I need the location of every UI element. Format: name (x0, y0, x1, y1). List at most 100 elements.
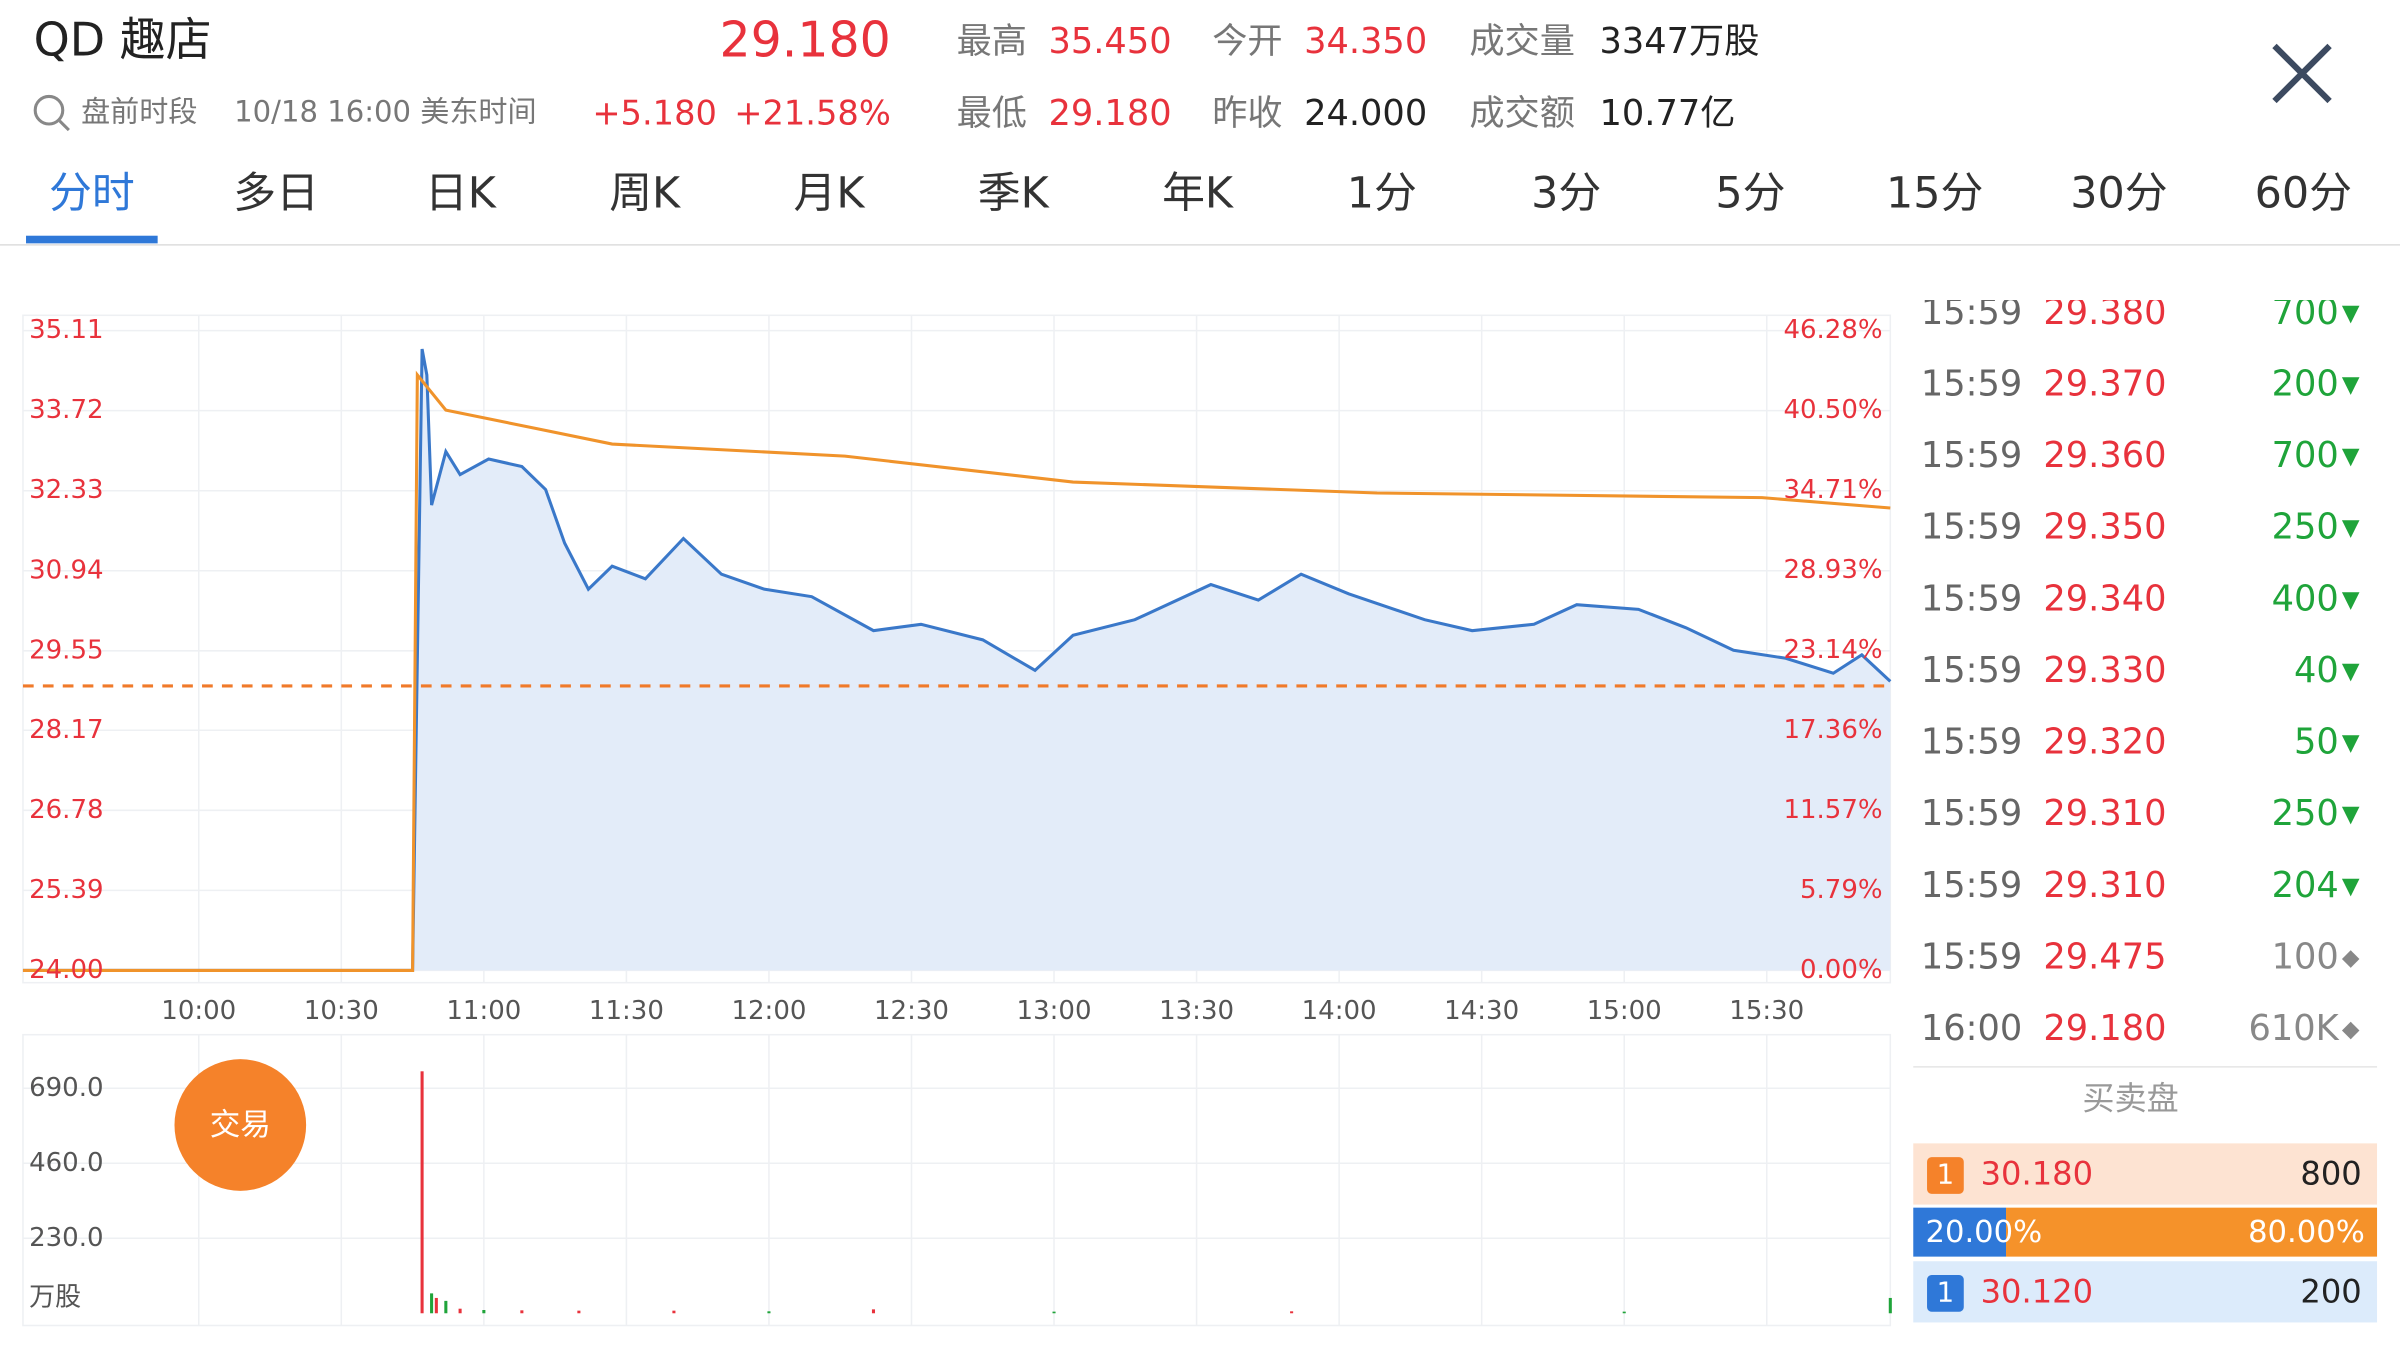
bid-row (1913, 1261, 2378, 1323)
y2-tick-label: 5.79% (1800, 875, 1883, 905)
stat-label: 最低 (957, 93, 1027, 134)
y-tick-label: 460.0 (29, 1148, 103, 1178)
trade-marker: ▼ (2342, 587, 2360, 613)
trade-volume: 250 (2272, 793, 2339, 834)
close-button[interactable] (2272, 43, 2332, 104)
search-icon[interactable] (33, 94, 65, 126)
trade-volume: 400 (2272, 578, 2339, 619)
volume-bar (434, 1297, 438, 1314)
order-book: 买卖盘 1 30.180 800 1 30.120 200 20.00% 80.00% (1913, 1080, 2378, 1323)
trade-price: 29.330 (2043, 650, 2166, 691)
bid-ratio-bar (1913, 1207, 2007, 1257)
x-tick-label: 12:30 (874, 996, 949, 1026)
bid-ratio-label: 20.00% (1926, 1215, 2043, 1250)
bid-price: 30.120 (1981, 1272, 2093, 1310)
y-tick-label: 25.39 (29, 875, 103, 905)
ask-ratio-label: 80.00% (2248, 1215, 2365, 1250)
x-tick-label: 11:30 (589, 996, 664, 1026)
tab[interactable]: 1分 (1347, 168, 1417, 218)
y2-tick-label: 28.93% (1783, 555, 1882, 585)
y-tick-label: 28.17 (29, 715, 103, 745)
trade-volume: 610K (2249, 1008, 2340, 1049)
tab[interactable]: 60分 (2255, 168, 2352, 218)
trade-price: 29.475 (2043, 936, 2166, 977)
tab[interactable]: 5分 (1715, 168, 1785, 218)
x-tick-label: 11:00 (446, 996, 521, 1026)
trade-marker: ▼ (2342, 300, 2360, 326)
volume-chart: 230.0 460.0 690.0 万股 (22, 1033, 1892, 1327)
x-tick-label: 14:30 (1444, 996, 1519, 1026)
trade-volume: 204 (2272, 865, 2339, 906)
stat-label: 成交额 (1469, 93, 1575, 134)
tab[interactable]: 3分 (1531, 168, 1601, 218)
trade-time: 15:59 (1921, 936, 2022, 977)
tab[interactable]: 月K (794, 168, 866, 218)
y2-tick-label: 11.57% (1783, 795, 1882, 825)
y2-tick-label: 17.36% (1783, 715, 1882, 745)
trade-volume: 700 (2272, 435, 2339, 476)
x-tick-label: 15:30 (1729, 996, 1804, 1026)
x-tick-label: 10:30 (304, 996, 379, 1026)
ask-price: 30.180 (1981, 1155, 2093, 1193)
x-tick-label: 12:00 (731, 996, 806, 1026)
trade-time: 15:59 (1921, 507, 2022, 548)
tab[interactable]: 30分 (2070, 168, 2167, 218)
trade-marker: ▼ (2342, 730, 2360, 756)
trade-marker: ▼ (2342, 802, 2360, 828)
stat-label: 昨收 (1212, 93, 1282, 134)
tab[interactable]: 多日 (233, 168, 319, 218)
volume-bar (871, 1309, 876, 1314)
price: 29.180 (719, 11, 890, 68)
tab[interactable]: 日K (425, 168, 497, 218)
plot-frame (22, 314, 1892, 984)
trade-time: 15:59 (1921, 578, 2022, 619)
trade-list: 15:59 29.380 700 ▼15:59 29.370 200 ▼15:59 29.36… (1921, 292, 2360, 1049)
trade-button-label[interactable]: 交易 (210, 1108, 271, 1143)
trade-volume: 700 (2272, 292, 2339, 333)
trade-time: 15:59 (1921, 865, 2022, 906)
volume-bar (672, 1310, 676, 1314)
bid-size: 200 (2300, 1272, 2361, 1310)
x-tick-label: 10:00 (161, 996, 236, 1026)
y-tick-label: 30.94 (29, 555, 103, 585)
line (22, 370, 1891, 972)
volume-bar (520, 1310, 524, 1314)
tab[interactable]: 周K (609, 168, 681, 218)
tab[interactable]: 15分 (1886, 168, 1983, 218)
plot-frame (22, 1033, 1892, 1327)
trade-marker: ▼ (2342, 372, 2360, 398)
tab[interactable]: 季K (978, 168, 1050, 218)
volume-bar (482, 1310, 486, 1314)
order-book-title: 买卖盘 (2082, 1080, 2178, 1118)
ask-ratio-bar (2006, 1207, 2378, 1257)
stat-label: 今开 (1212, 21, 1282, 62)
y2-tick-label: 34.71% (1783, 475, 1882, 505)
trade-price: 29.380 (2043, 292, 2166, 333)
bid-level: 1 (1937, 1276, 1955, 1308)
y-axis-unit: 万股 (29, 1282, 81, 1312)
ask-row (1913, 1143, 2378, 1205)
y-tick-label: 26.78 (29, 795, 103, 825)
price-chart: 10:00 10:30 11:00 11:30 12:00 12:30 13:00 13:30… (22, 314, 1892, 1026)
tab[interactable]: 分时 (49, 168, 135, 218)
y2-tick-label: 46.28% (1783, 315, 1882, 345)
x-tick-label: 14:00 (1302, 996, 1377, 1026)
tab[interactable]: 年K (1162, 168, 1234, 218)
trade-price: 29.180 (2043, 1008, 2166, 1049)
trade-button[interactable] (174, 1059, 307, 1191)
ask-badge (1927, 1157, 1964, 1194)
trade-price: 29.310 (2043, 865, 2166, 906)
stat-value: 10.77亿 (1599, 93, 1735, 134)
x-tick-label: 15:00 (1587, 996, 1662, 1026)
trade-time: 15:59 (1921, 722, 2022, 763)
trade-volume: 250 (2272, 507, 2339, 548)
volume-bar (1622, 1311, 1626, 1314)
trade-marker: ▼ (2342, 658, 2360, 684)
change-pct: +21.58% (734, 93, 891, 132)
search-icon-handle (58, 119, 70, 132)
trade-price: 29.360 (2043, 435, 2166, 476)
y-tick-label: 35.11 (29, 315, 103, 345)
volume-bar (430, 1293, 434, 1314)
